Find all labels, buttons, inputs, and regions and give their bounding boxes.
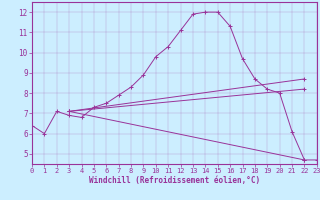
X-axis label: Windchill (Refroidissement éolien,°C): Windchill (Refroidissement éolien,°C)	[89, 176, 260, 185]
